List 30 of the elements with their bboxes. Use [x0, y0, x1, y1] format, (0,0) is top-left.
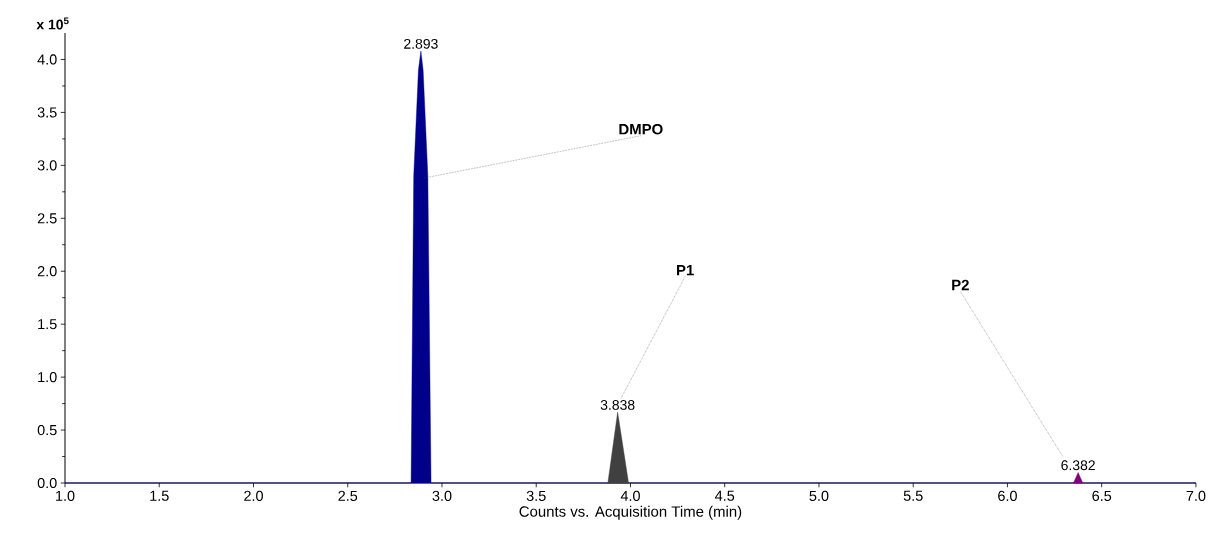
- x-tick-label: 2.0: [244, 490, 263, 501]
- y-tick-label: 3.0: [37, 160, 57, 171]
- x-tick-label: 3.0: [432, 490, 452, 501]
- y-tick-label: 1.0: [38, 372, 57, 383]
- x-tick-label: 6.5: [1092, 490, 1112, 501]
- x-tick-label: 4.5: [715, 490, 735, 501]
- y-tick-label: 1.5: [38, 319, 57, 330]
- x-tick-label: 5.5: [903, 490, 923, 501]
- y-tick-label: 0.0: [37, 477, 57, 489]
- y-tick-label: 0.5: [37, 424, 57, 436]
- x-tick-label: 5.0: [809, 490, 829, 501]
- annotation: 3.838: [600, 399, 635, 410]
- y-tick-label: 2.0: [37, 266, 57, 277]
- y-tick-label: 4.0: [37, 54, 57, 65]
- x-tick-label: 3.5: [526, 490, 546, 501]
- annotation: 6.382: [1061, 460, 1095, 471]
- x-axis-title: Counts vs. Acquisition Time (min): [519, 505, 742, 520]
- x-tick-label: 2.5: [338, 490, 358, 501]
- x-tick-label: 1.5: [150, 490, 169, 501]
- y-tick-label: 3.5: [37, 107, 57, 118]
- x-tick-label: 7.0: [1186, 490, 1206, 501]
- x-tick-label: 4.0: [620, 490, 640, 501]
- annotation: DMPO: [619, 123, 663, 135]
- y-axis-title: x 10$^{5}$: [36, 17, 69, 30]
- annotation: P2: [952, 279, 969, 291]
- y-tick-label: 2.5: [37, 213, 57, 224]
- x-tick-label: 6.0: [998, 490, 1017, 501]
- annotation: P1: [676, 265, 694, 276]
- annotation: 2.893: [404, 38, 438, 49]
- x-tick-label: 1.0: [56, 490, 75, 501]
